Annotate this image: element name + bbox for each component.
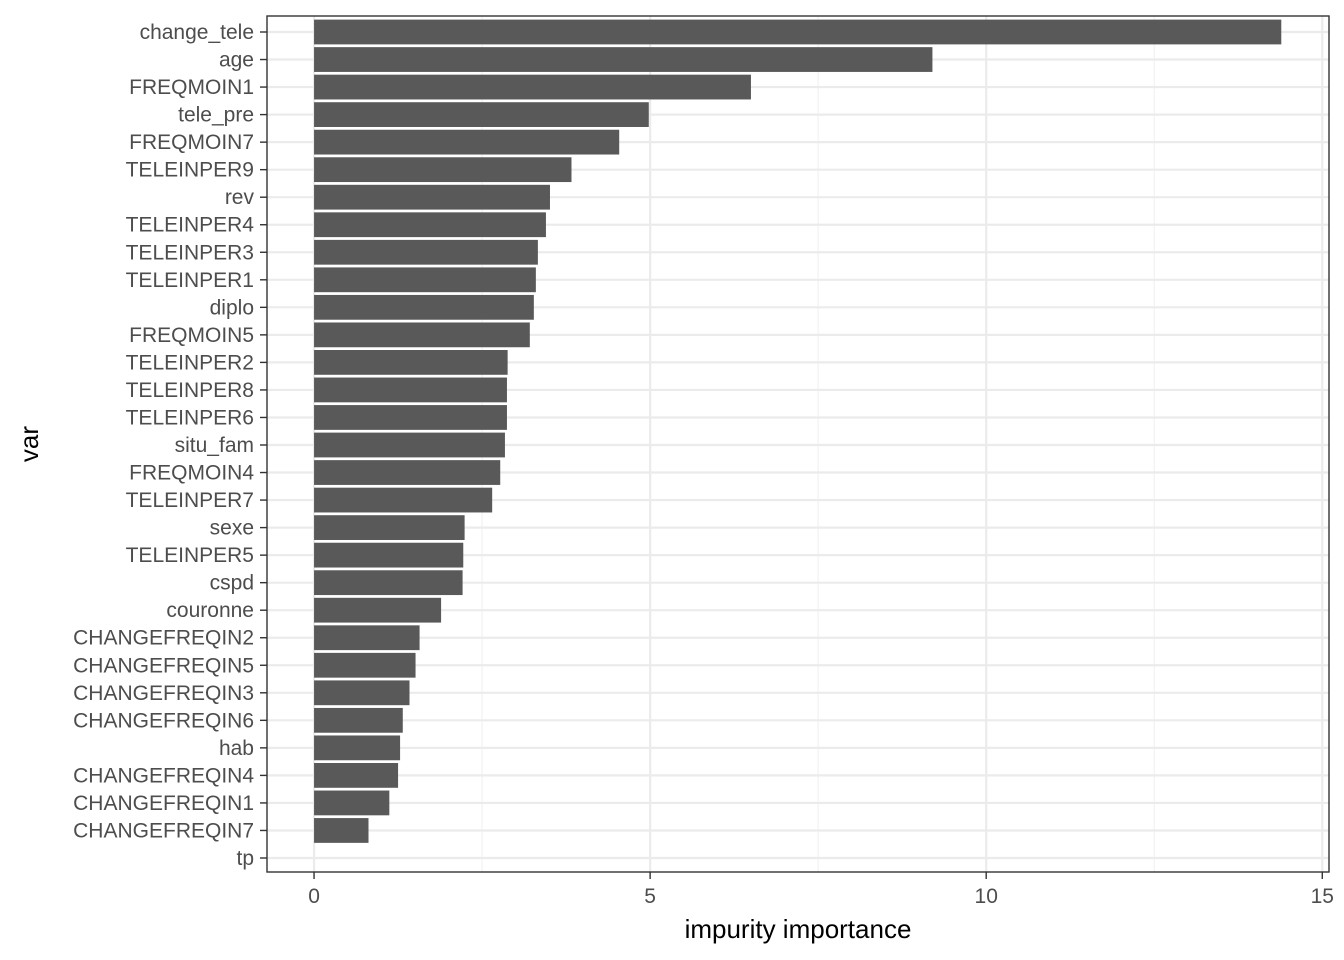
bar: [314, 707, 403, 733]
bar: [314, 405, 507, 430]
y-tick-label: sexe: [210, 517, 254, 540]
bar: [314, 763, 399, 788]
y-axis-title: var: [14, 426, 44, 462]
bar: [314, 790, 390, 816]
y-tick-label: CHANGEFREQIN4: [73, 764, 254, 787]
y-tick-label: age: [219, 49, 254, 72]
y-tick-label: couronne: [166, 599, 254, 622]
y-tick-label: TELEINPER5: [126, 544, 254, 567]
y-tick-label: TELEINPER1: [126, 269, 254, 292]
bar: [314, 570, 463, 596]
y-tick-label: TELEINPER9: [126, 159, 254, 182]
bar: [314, 377, 507, 403]
bar: [314, 460, 501, 485]
y-tick-label: CHANGEFREQIN2: [73, 627, 254, 650]
y-tick-label: CHANGEFREQIN5: [73, 654, 254, 677]
y-tick-label: CHANGEFREQIN6: [73, 709, 254, 732]
y-tick-label: CHANGEFREQIN7: [73, 819, 254, 842]
bar: [314, 350, 508, 375]
bar: [314, 322, 530, 348]
bar: [314, 818, 369, 843]
bar: [314, 625, 420, 651]
y-tick-label: TELEINPER3: [126, 241, 254, 264]
x-axis-title: impurity importance: [685, 914, 912, 944]
y-tick-label: change_tele: [140, 21, 254, 44]
x-tick-label: 10: [975, 885, 998, 908]
bar: [314, 542, 464, 568]
y-tick-label: TELEINPER2: [126, 351, 254, 374]
bar: [314, 267, 536, 293]
y-tick-label: TELEINPER6: [126, 406, 254, 429]
y-tick-label: FREQMOIN7: [129, 131, 254, 154]
y-tick-label: situ_fam: [175, 434, 254, 457]
bar: [314, 74, 751, 100]
bar: [314, 184, 550, 210]
y-tick-label: FREQMOIN1: [129, 76, 254, 99]
bars: [314, 19, 1282, 843]
bar: [314, 157, 572, 183]
bar: [314, 432, 505, 458]
y-tick-label: FREQMOIN4: [129, 462, 254, 485]
bar: [314, 47, 933, 72]
bar: [314, 294, 534, 320]
bar: [314, 487, 493, 513]
y-tick-label: rev: [225, 186, 255, 209]
y-tick-label: CHANGEFREQIN3: [73, 682, 254, 705]
y-tick-label: hab: [219, 737, 254, 760]
y-tick-label: TELEINPER7: [126, 489, 254, 512]
bar: [314, 735, 401, 761]
x-tick-label: 15: [1311, 885, 1334, 908]
bar: [314, 515, 465, 540]
bar: [314, 212, 546, 238]
x-tick-label: 5: [644, 885, 656, 908]
y-tick-label: TELEINPER4: [126, 214, 255, 237]
y-tick-label: tele_pre: [178, 104, 254, 127]
y-tick-label: CHANGEFREQIN1: [73, 792, 254, 815]
x-axis-ticks: 0 5 10 15: [308, 872, 1334, 908]
bar: [314, 19, 1282, 45]
x-tick-label: 0: [308, 885, 320, 908]
bar: [314, 652, 416, 678]
plot-panel-border: [266, 15, 1330, 873]
bar: [314, 102, 649, 127]
y-tick-label: TELEINPER8: [126, 379, 254, 402]
y-tick-label: cspd: [210, 572, 254, 595]
bar: [314, 597, 442, 623]
y-tick-label: FREQMOIN5: [129, 324, 254, 347]
bar: [314, 129, 620, 155]
y-tick-label: tp: [236, 847, 254, 870]
y-tick-label: diplo: [210, 296, 254, 319]
bar: [314, 680, 410, 706]
bar: [314, 239, 538, 265]
